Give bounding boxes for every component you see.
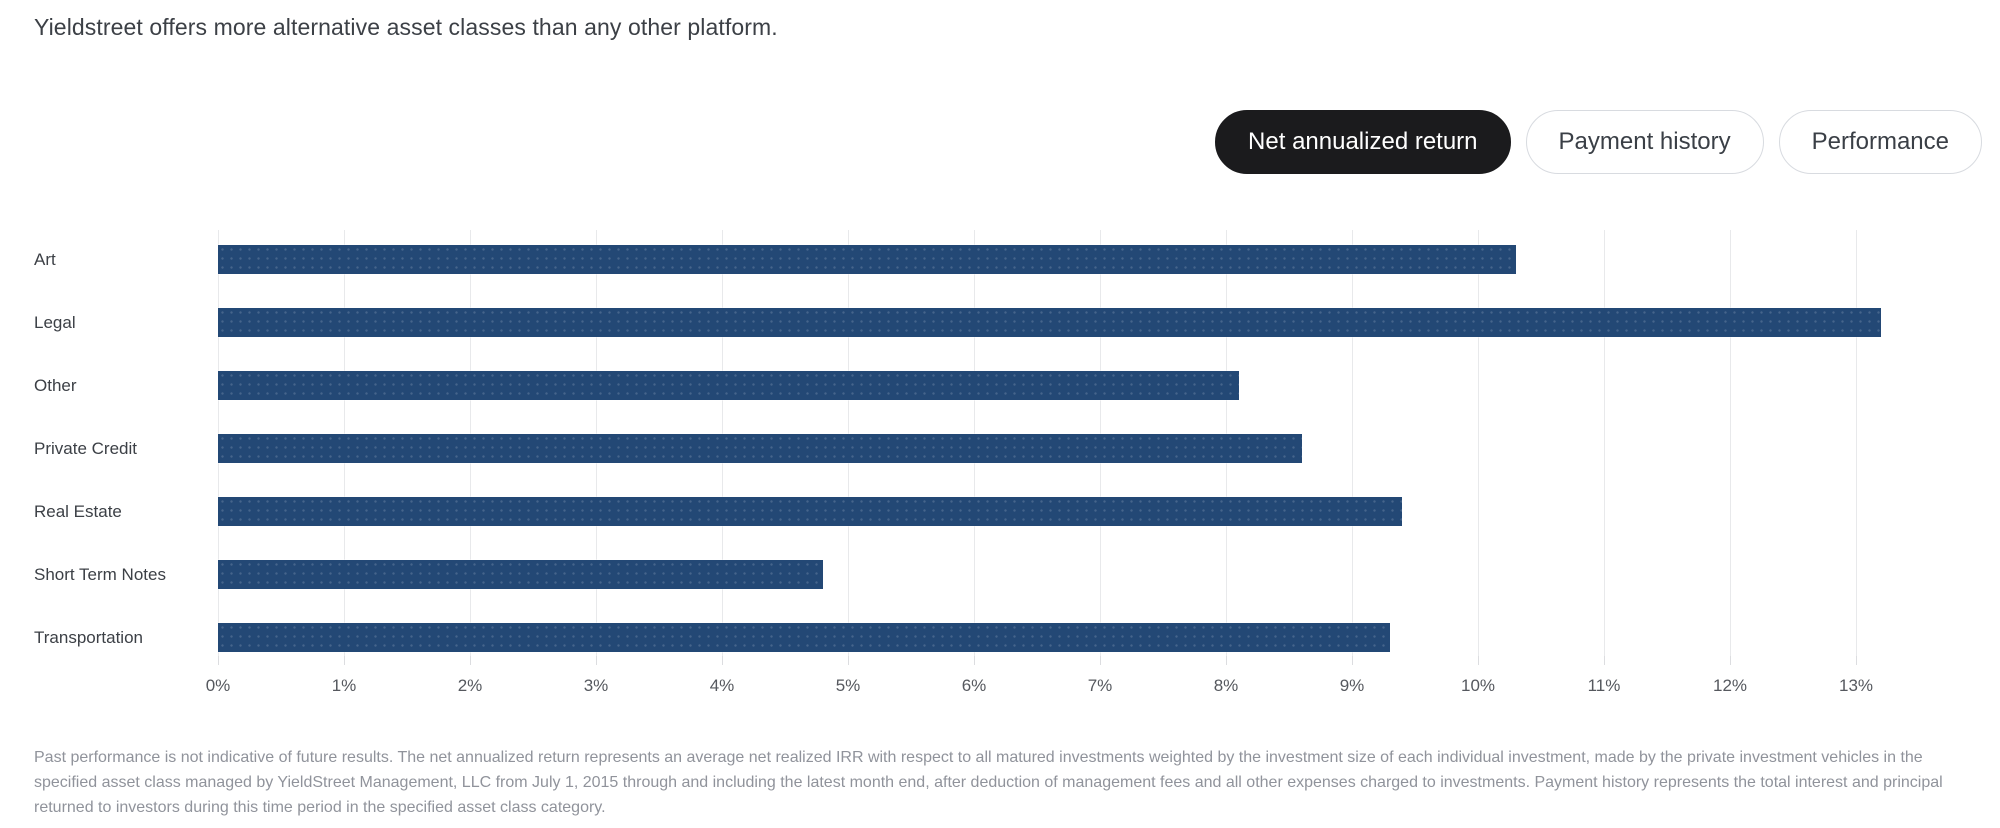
page-title: Yieldstreet offers more alternative asse…: [34, 14, 778, 40]
x-axis-label-9%: 9%: [1339, 676, 1365, 695]
tick-2%: [470, 656, 471, 665]
bar-legal: [218, 308, 1881, 337]
x-axis-label-7%: 7%: [1087, 676, 1113, 695]
x-axis-label-13%: 13%: [1838, 676, 1874, 695]
tick-3%: [596, 656, 597, 665]
tick-12%: [1730, 656, 1731, 665]
disclaimer-text: Past performance is not indicative of fu…: [34, 749, 1943, 816]
category-label-transportation: Transportation: [34, 628, 143, 647]
gridline-12%: [1730, 230, 1731, 656]
bar-transportation: [218, 623, 1390, 652]
x-axis-label-4%: 4%: [709, 676, 735, 695]
gridline-11%: [1604, 230, 1605, 656]
category-label-art: Art: [34, 250, 56, 269]
tick-8%: [1226, 656, 1227, 665]
x-axis-label-0%: 0%: [205, 676, 231, 695]
tick-5%: [848, 656, 849, 665]
x-axis-label-3%: 3%: [583, 676, 609, 695]
bar-private-credit: [218, 434, 1302, 463]
tick-9%: [1352, 656, 1353, 665]
tick-6%: [974, 656, 975, 665]
x-axis-label-2%: 2%: [457, 676, 483, 695]
bar-other: [218, 371, 1239, 400]
gridline-13%: [1856, 230, 1857, 656]
tick-11%: [1604, 656, 1605, 665]
tick-0%: [218, 656, 219, 665]
net-annualized-return-bar-chart: 0% 1% 2% 3% 4% 5% 6% 7% 8% 9% 10% 11% 12% 13% Art Lega…: [0, 230, 2000, 695]
tab-net-annualized-return[interactable]: Net annualized return: [1215, 110, 1511, 174]
x-axis-label-10%: 10%: [1460, 676, 1496, 695]
tick-1%: [344, 656, 345, 665]
tick-4%: [722, 656, 723, 665]
bar-short-term-notes: [218, 560, 823, 589]
chart-plot-area: 0% 1% 2% 3% 4% 5% 6% 7% 8% 9% 10% 11% 12% 13%: [206, 230, 1962, 695]
category-label-other: Other: [34, 376, 77, 395]
tick-7%: [1100, 656, 1101, 665]
bar-real-estate: [218, 497, 1402, 526]
gridline-10%: [1478, 230, 1479, 656]
category-label-real-estate: Real Estate: [34, 502, 122, 521]
tab-performance[interactable]: Performance: [1778, 110, 1982, 174]
bar-art: [218, 245, 1516, 274]
x-axis-label-6%: 6%: [961, 676, 987, 695]
category-label-legal: Legal: [34, 313, 76, 332]
x-axis-label-1%: 1%: [331, 676, 357, 695]
tick-10%: [1478, 656, 1479, 665]
chart-view-tabs: Net annualized return Payment history Perf…: [1215, 110, 1982, 174]
gridline-9%: [1352, 230, 1353, 656]
tick-13%: [1856, 656, 1857, 665]
tab-payment-history[interactable]: Payment history: [1525, 110, 1764, 174]
x-axis-label-5%: 5%: [835, 676, 861, 695]
category-label-private-credit: Private Credit: [34, 439, 137, 458]
category-label-short-term-notes: Short Term Notes: [34, 565, 166, 584]
x-axis-label-12%: 12%: [1712, 676, 1748, 695]
x-axis-label-11%: 11%: [1587, 676, 1621, 695]
x-axis-label-8%: 8%: [1213, 676, 1239, 695]
